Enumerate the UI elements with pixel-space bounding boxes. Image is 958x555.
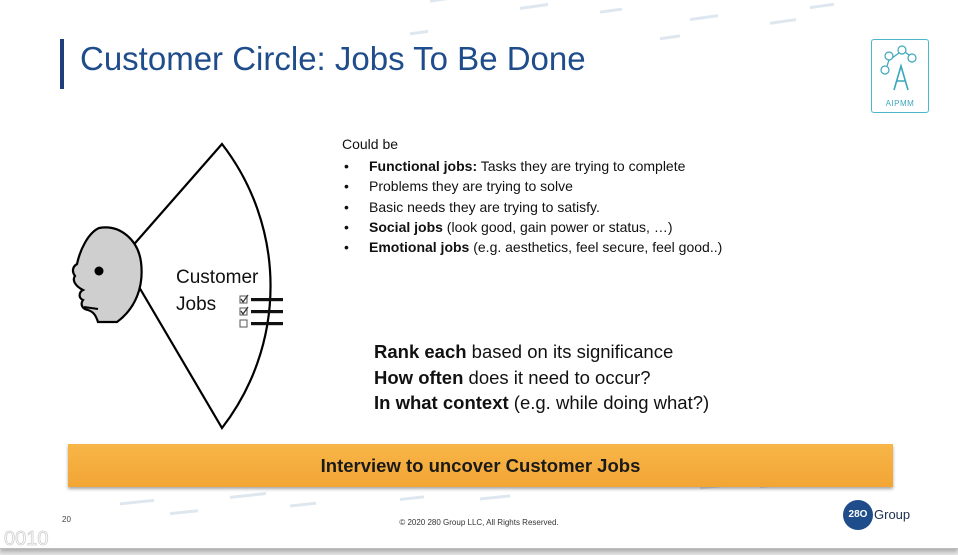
rank-line: How often does it need to occur? [374, 365, 709, 391]
bullet-bold: Emotional jobs [369, 239, 470, 256]
rank-line: In what context (e.g. while doing what?) [374, 390, 709, 416]
customer-jobs-label: Customer Jobs [176, 264, 258, 318]
bullet-item: • Functional jobs: Tasks they are trying … [342, 156, 722, 176]
bullet-dot: • [344, 218, 349, 235]
brand-name: Group [874, 507, 911, 522]
bullet-dot: • [344, 198, 349, 215]
rank-line-text: (e.g. while doing what?) [508, 392, 710, 413]
bullet-text: Problems they are trying to solve [369, 178, 573, 195]
bullet-text: (e.g. aesthetics, feel secure, feel good… [469, 239, 723, 256]
aipmm-logo: AIPMM [871, 39, 929, 113]
checklist-icon [239, 294, 283, 328]
bullet-dot: • [344, 158, 349, 174]
bullet-bold: Functional jobs: [369, 158, 478, 174]
rank-line: Rank each based on its significance [374, 339, 709, 365]
jobs-label: Jobs [176, 294, 217, 315]
logo-text: AIPMM [885, 99, 915, 108]
title-accent-bar [60, 39, 64, 89]
bullet-item: • Basic needs they are trying to satisfy. [342, 197, 722, 217]
bullet-text: Basic needs they are trying to satisfy. [369, 198, 600, 215]
interview-banner: Interview to uncover Customer Jobs [68, 444, 893, 487]
brand-badge: 28O [843, 500, 873, 530]
bullet-list: • Functional jobs: Tasks they are trying … [342, 156, 722, 257]
customer-fan-diagram [71, 142, 272, 430]
ranking-criteria: Rank each based on its significance How … [374, 339, 709, 416]
svg-text:0010: 0010 [4, 528, 49, 548]
bullet-bold: Social jobs [369, 218, 443, 235]
bullet-text: Tasks they are trying to complete [477, 158, 686, 174]
280-group-logo: 28O Group [843, 500, 933, 530]
bullet-dot: • [344, 178, 349, 195]
bullet-text: (look good, gain power or status, …) [442, 218, 673, 235]
customer-circle-diagram [62, 140, 302, 445]
list-intro: Could be [342, 136, 399, 152]
rank-line-text: based on its significance [466, 341, 674, 362]
copyright-notice: © 2020 280 Group LLC, All Rights Reserve… [399, 518, 559, 527]
rank-line-bold: How often [374, 366, 464, 388]
network-a-icon [880, 45, 917, 91]
rank-line-text: does it need to occur? [463, 366, 651, 388]
jobs-list: Could be • Functional jobs: Tasks they ar… [342, 136, 722, 257]
bullet-item: • Emotional jobs (e.g. aesthetics, feel s… [342, 237, 722, 257]
customer-label: Customer [176, 267, 259, 288]
bullet-dot: • [344, 239, 349, 256]
bullet-item: • Social jobs (look good, gain power or s… [342, 217, 722, 237]
page-number: 20 [62, 515, 71, 524]
bullet-item: • Problems they are trying to solve [342, 176, 722, 196]
rank-line-bold: In what context [374, 392, 509, 413]
slide-title: Customer Circle: Jobs To Be Done [80, 40, 586, 77]
rank-line-bold: Rank each [374, 341, 467, 362]
